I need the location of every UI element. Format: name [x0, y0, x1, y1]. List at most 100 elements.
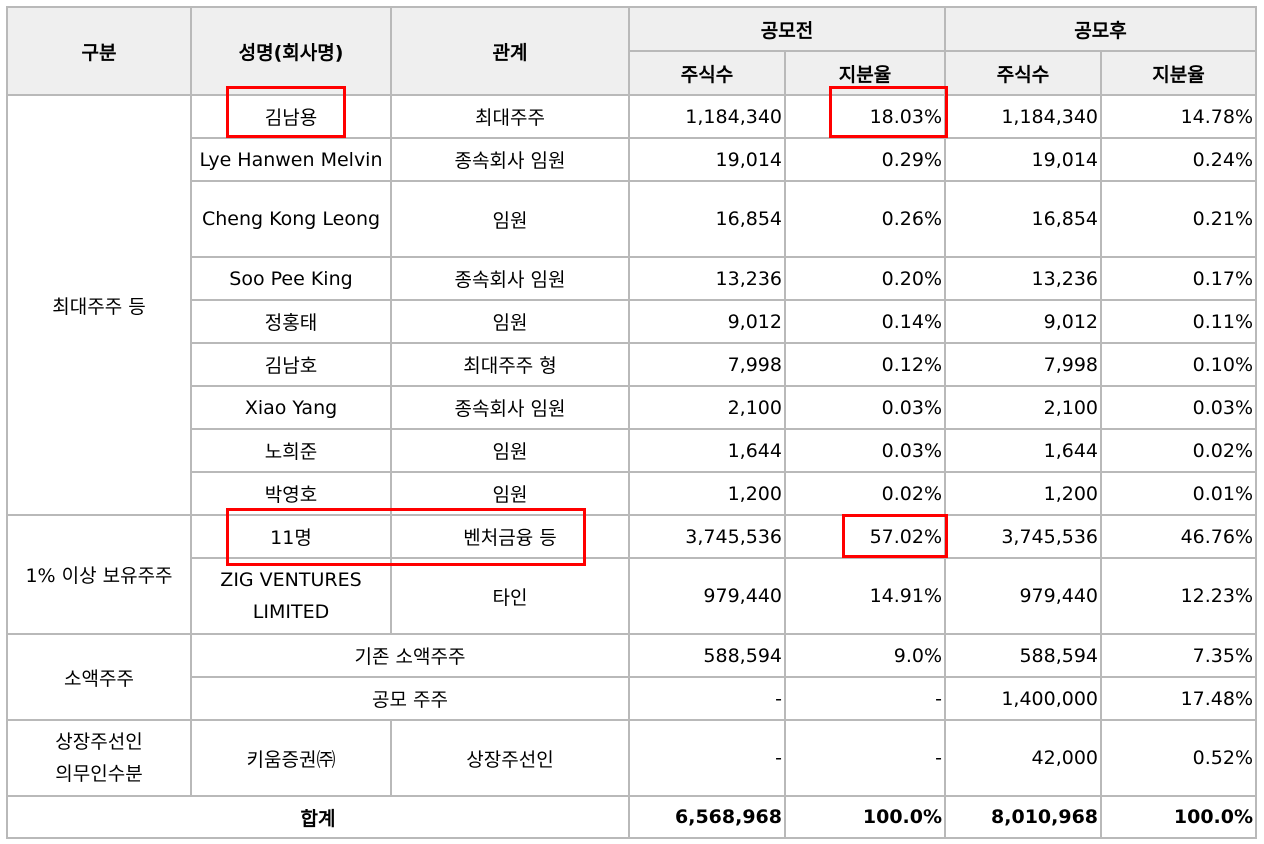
total-before-shares: 6,568,968	[628, 795, 786, 839]
before-ratio-cell: 57.02%	[783, 514, 947, 559]
after-shares-cell: 42,000	[944, 719, 1103, 797]
after-ratio-cell: 14.78%	[1100, 94, 1258, 139]
header-name: 성명(회사명)	[190, 6, 392, 96]
after-shares-cell: 1,644	[944, 428, 1103, 473]
name-cell: 기존 소액주주	[190, 633, 630, 678]
table-row: 소액주주 기존 소액주주 588,594 9.0% 588,594 7.35%	[6, 633, 1258, 721]
before-shares-cell: 16,854	[628, 180, 786, 258]
before-ratio-cell: 0.02%	[783, 471, 947, 516]
before-ratio-cell: -	[783, 719, 947, 797]
before-shares-cell: 588,594	[628, 633, 786, 678]
name-cell: Xiao Yang	[190, 385, 392, 430]
after-shares-cell: 1,184,340	[944, 94, 1103, 139]
after-ratio-cell: 0.02%	[1100, 428, 1258, 473]
table-row: 1% 이상 보유주주 11명 벤처금융 등 3,745,536 57.02% 3…	[6, 514, 1258, 635]
relation-cell: 상장주선인	[390, 719, 630, 797]
before-ratio-cell: 0.20%	[783, 256, 947, 301]
after-ratio-cell: 0.52%	[1100, 719, 1258, 797]
after-ratio-cell: 0.10%	[1100, 342, 1258, 387]
name-cell: 김남호	[190, 342, 392, 387]
relation-cell: 종속회사 임원	[390, 137, 630, 182]
group-major-shareholders: 최대주주 등	[6, 94, 192, 516]
name-cell: 11명	[190, 514, 392, 559]
header-after-ratio: 지분율	[1100, 50, 1258, 96]
after-ratio-cell: 12.23%	[1100, 557, 1258, 635]
name-cell: 노희준	[190, 428, 392, 473]
header-before-shares: 주식수	[628, 50, 786, 96]
after-shares-cell: 9,012	[944, 299, 1103, 344]
header-before-ipo: 공모전	[627, 6, 947, 52]
group-underwriter: 상장주선인 의무인수분	[6, 719, 192, 797]
after-shares-cell: 2,100	[944, 385, 1103, 430]
relation-cell: 임원	[390, 428, 630, 473]
before-shares-cell: 9,012	[628, 299, 786, 344]
header-after-ipo: 공모후	[944, 6, 1258, 52]
name-cell: 키움증권㈜	[190, 719, 392, 797]
before-shares-cell: 979,440	[628, 557, 786, 635]
before-ratio-cell: 18.03%	[783, 94, 947, 139]
name-cell: Cheng Kong Leong	[190, 180, 392, 258]
group-over-1pct: 1% 이상 보유주주	[6, 514, 192, 635]
before-shares-cell: 3,745,536	[628, 514, 786, 559]
header-before-ratio: 지분율	[783, 50, 947, 96]
before-shares-cell: 1,644	[628, 428, 786, 473]
before-shares-cell: 2,100	[628, 385, 786, 430]
group-minority: 소액주주	[6, 633, 192, 721]
name-cell: ZIG VENTURES LIMITED	[190, 557, 392, 635]
after-ratio-cell: 0.24%	[1100, 137, 1258, 182]
after-ratio-cell: 0.01%	[1100, 471, 1258, 516]
header-category: 구분	[6, 6, 192, 96]
before-ratio-cell: 0.29%	[783, 137, 947, 182]
relation-cell: 임원	[390, 471, 630, 516]
name-cell: 정홍태	[190, 299, 392, 344]
before-ratio-cell: -	[783, 676, 947, 721]
total-after-ratio: 100.0%	[1100, 795, 1258, 839]
after-shares-cell: 588,594	[944, 633, 1103, 678]
total-after-shares: 8,010,968	[944, 795, 1103, 839]
before-shares-cell: -	[628, 719, 786, 797]
after-shares-cell: 979,440	[944, 557, 1103, 635]
after-shares-cell: 16,854	[944, 180, 1103, 258]
after-shares-cell: 1,400,000	[944, 676, 1103, 721]
after-shares-cell: 7,998	[944, 342, 1103, 387]
relation-cell: 종속회사 임원	[390, 385, 630, 430]
total-before-ratio: 100.0%	[783, 795, 947, 839]
before-shares-cell: 1,184,340	[628, 94, 786, 139]
before-shares-cell: -	[628, 676, 786, 721]
relation-cell: 타인	[390, 557, 630, 635]
table-row: 최대주주 등 김남용 최대주주 1,184,340 18.03% 1,184,3…	[6, 94, 1258, 516]
before-ratio-cell: 0.26%	[783, 180, 947, 258]
after-ratio-cell: 17.48%	[1100, 676, 1258, 721]
table-row: Soo Pee King 종속회사 임원 13,236 0.20% 13,236…	[7, 256, 1258, 301]
before-shares-cell: 1,200	[628, 471, 786, 516]
relation-cell: 임원	[390, 299, 630, 344]
before-ratio-cell: 0.14%	[783, 299, 947, 344]
after-shares-cell: 19,014	[944, 137, 1103, 182]
relation-cell: 종속회사 임원	[390, 256, 630, 301]
relation-cell: 벤처금융 등	[390, 514, 630, 559]
table-row: 정홍태 임원 9,012 0.14% 9,012 0.11%	[7, 299, 1258, 344]
before-shares-cell: 13,236	[628, 256, 786, 301]
relation-cell: 최대주주 형	[390, 342, 630, 387]
table-row: Cheng Kong Leong 임원 16,854 0.26% 16,854 …	[7, 180, 1258, 258]
name-cell: 박영호	[190, 471, 392, 516]
after-ratio-cell: 0.11%	[1100, 299, 1258, 344]
relation-cell: 최대주주	[390, 94, 630, 139]
name-cell: 김남용	[190, 94, 392, 139]
header-after-shares: 주식수	[944, 50, 1103, 96]
after-ratio-cell: 0.03%	[1100, 385, 1258, 430]
before-ratio-cell: 14.91%	[783, 557, 947, 635]
shareholder-table: 구분 성명(회사명) 관계 공모전 공모후 주식수 지분율 주식수 지분율 최대…	[6, 6, 1258, 839]
table-row: 박영호 임원 1,200 0.02% 1,200 0.01%	[7, 471, 1258, 516]
table-row: ZIG VENTURES LIMITED 타인 979,440 14.91% 9…	[7, 557, 1258, 635]
header-relation: 관계	[390, 6, 630, 96]
before-ratio-cell: 0.03%	[783, 428, 947, 473]
name-cell: Lye Hanwen Melvin	[190, 137, 392, 182]
after-ratio-cell: 0.21%	[1100, 180, 1258, 258]
table-row: 김남호 최대주주 형 7,998 0.12% 7,998 0.10%	[7, 342, 1258, 387]
before-ratio-cell: 9.0%	[783, 633, 947, 678]
relation-cell: 임원	[390, 180, 630, 258]
total-row: 합계 6,568,968 100.0% 8,010,968 100.0%	[6, 795, 1258, 839]
table-row: Xiao Yang 종속회사 임원 2,100 0.03% 2,100 0.03…	[7, 385, 1258, 430]
table-row: 공모 주주 - - 1,400,000 17.48%	[7, 676, 1258, 721]
